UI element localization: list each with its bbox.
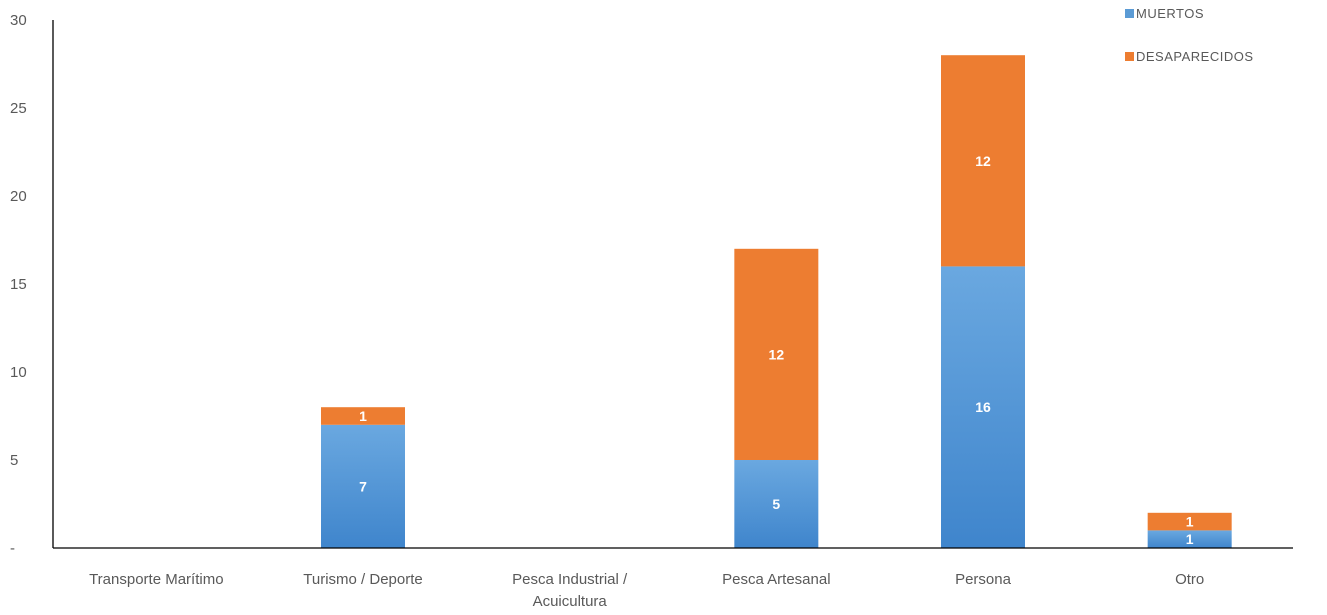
data-label-muertos-2: - [567,535,572,551]
y-tick-label: 25 [10,100,27,117]
legend-swatch-muertos [1125,9,1134,18]
legend-swatch-desaparecidos [1125,52,1134,61]
bar-muertos-3 [734,460,819,548]
bar-desaparecidos-5 [1147,512,1232,531]
y-tick-label: 5 [10,452,18,469]
y-tick-label: 30 [10,12,27,29]
x-tick-label: Transporte Marítimo [89,571,223,588]
data-label-muertos-1: 7 [359,478,367,494]
x-tick-label: Otro [1175,571,1204,588]
data-label-muertos-0: - [154,535,159,551]
legend-label-muertos: MUERTOS [1136,6,1204,21]
x-tick-label: Pesca Artesanal [722,571,830,588]
y-tick-label: 10 [10,364,27,381]
data-label-muertos-5: 1 [1186,531,1194,547]
x-tick-label: Pesca Industrial / [512,571,628,588]
bar-muertos-5 [1147,530,1232,548]
x-tick-label: Acuicultura [533,593,608,610]
y-tick-label: - [10,540,15,557]
y-tick-label: 20 [10,188,27,205]
bar-desaparecidos-1 [321,407,405,425]
data-label-muertos-4: 16 [975,399,991,415]
bar-muertos-1 [321,424,405,548]
legend: MUERTOS DESAPARECIDOS [1125,6,1254,64]
legend-label-desaparecidos: DESAPARECIDOS [1136,49,1254,64]
data-label-desaparecidos-4: 12 [975,153,991,169]
bars-layer [321,55,1232,548]
bar-desaparecidos-4 [941,55,1025,267]
data-label-desaparecidos-1: 1 [359,408,367,424]
data-label-muertos-3: 5 [772,496,780,512]
data-label-desaparecidos-5: 1 [1186,514,1194,530]
data-label-desaparecidos-3: 12 [769,346,785,362]
bar-desaparecidos-3 [734,248,819,460]
y-tick-label: 15 [10,276,27,293]
x-tick-label: Persona [955,571,1012,588]
bar-muertos-4 [941,266,1025,548]
x-tick-label: Turismo / Deporte [303,571,422,588]
